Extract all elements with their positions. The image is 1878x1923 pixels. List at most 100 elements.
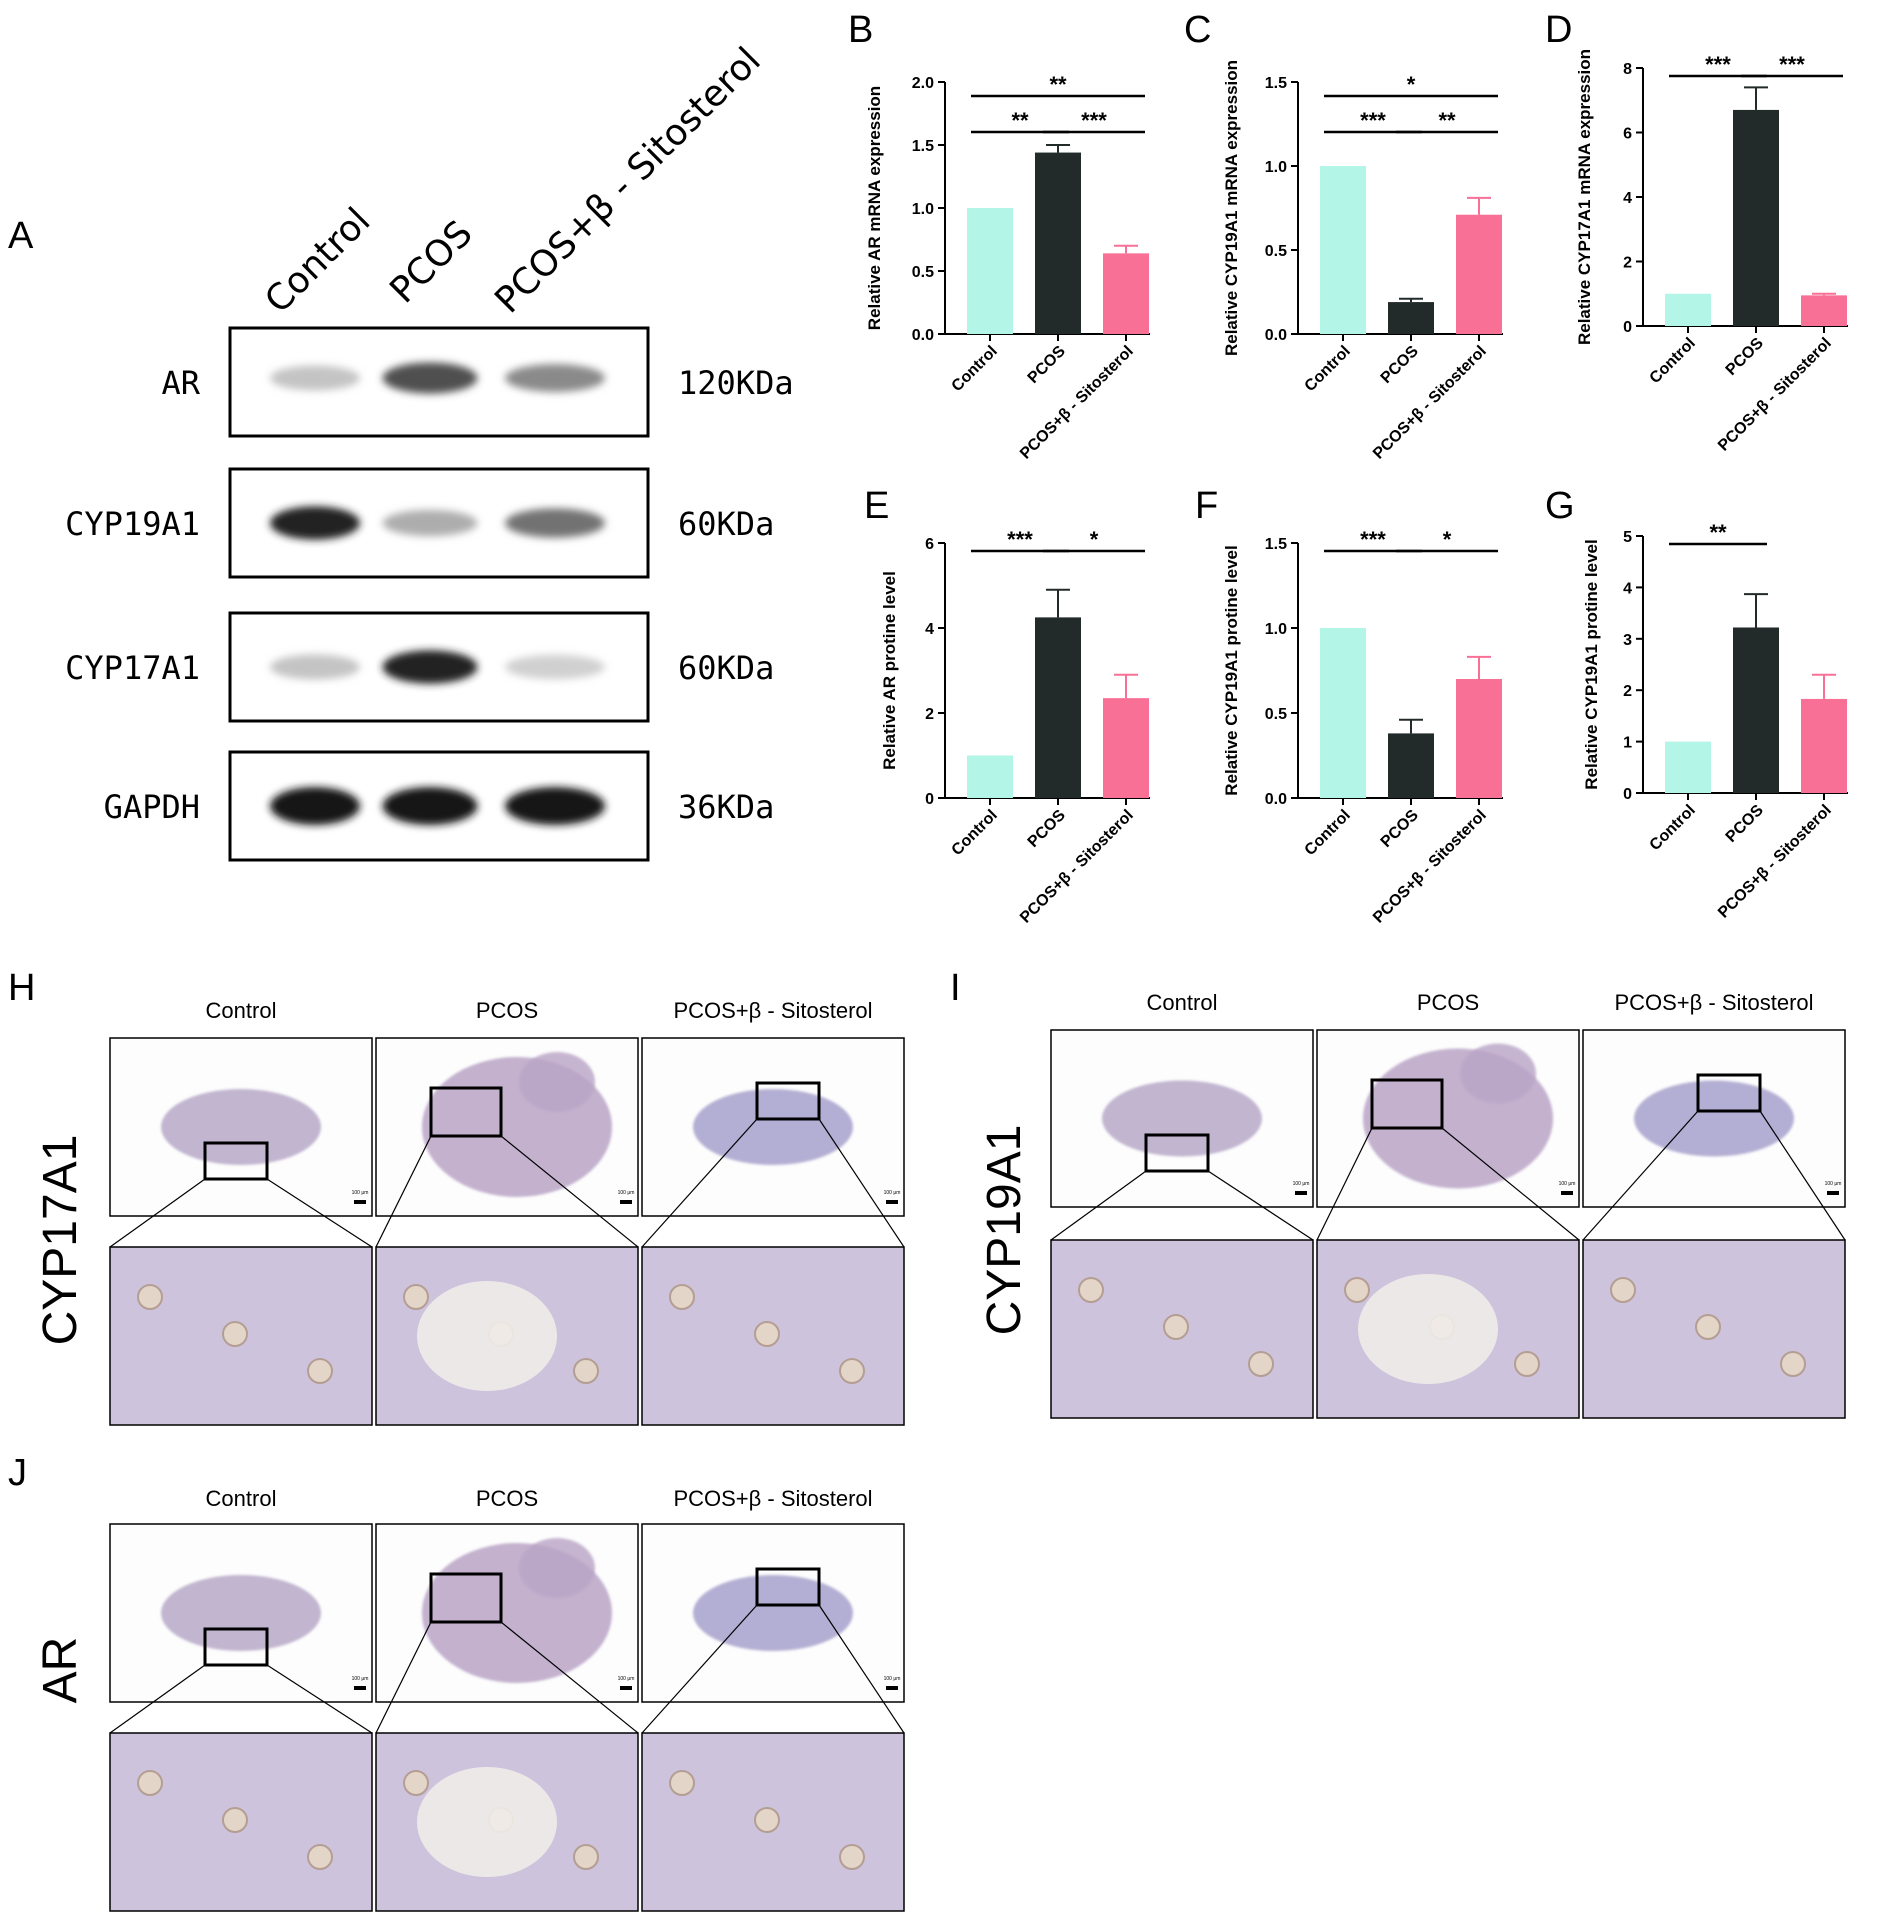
wb-band [505, 654, 605, 680]
ihc-group-label: PCOS+β - Sitosterol [1614, 990, 1813, 1015]
scale-bar [620, 1200, 632, 1204]
ihc-tissue-section [693, 1575, 853, 1651]
bar-pcos-sitosterol [1103, 253, 1149, 334]
y-axis-label: Relative CYP19A1 mRNA expression [1222, 60, 1241, 356]
ihc-j: AR Control 100 μm PCOS 100 μm PCOS+β - Sitost… [34, 1486, 905, 1912]
follicle [137, 1770, 163, 1796]
x-tick-label: PCOS+β - Sitosterol [1370, 807, 1490, 927]
x-tick-label: Control [1647, 335, 1699, 387]
wb-band [382, 650, 478, 684]
wb-protein-label: GAPDH [104, 788, 200, 826]
follicle [573, 1844, 599, 1870]
scale-bar [354, 1200, 366, 1204]
x-tick-label: PCOS+β - Sitosterol [1715, 802, 1835, 922]
x-tick-label: PCOS [1723, 335, 1767, 379]
follicle [222, 1807, 248, 1833]
scale-bar-label: 100 μm [884, 1676, 901, 1682]
y-tick-label: 1.0 [1265, 621, 1287, 638]
significance-label: *** [1360, 108, 1386, 133]
panel-label-e: E [864, 485, 889, 527]
zoom-line [109, 1178, 206, 1248]
ihc-tissue-section [519, 1052, 595, 1112]
follicle [1248, 1351, 1274, 1377]
y-tick-label: 6 [925, 536, 934, 553]
scale-bar-label: 100 μm [618, 1676, 635, 1682]
scale-bar [886, 1686, 898, 1690]
follicle-cavity [417, 1281, 557, 1391]
x-tick-label: PCOS [1378, 343, 1422, 387]
significance-label: *** [1081, 108, 1107, 133]
y-tick-label: 0 [1623, 786, 1632, 803]
wb-lane-label-control: Control [257, 200, 378, 321]
ihc-roi-box [203, 1627, 269, 1667]
zoom-line [109, 1664, 206, 1734]
y-tick-label: 1.0 [1265, 159, 1287, 176]
y-tick-label: 1.0 [912, 201, 934, 218]
y-tick-label: 2 [1623, 255, 1632, 272]
bar-pcos-sitosterol [1456, 679, 1502, 798]
x-tick-label: PCOS+β - Sitosterol [1715, 335, 1835, 455]
y-axis-label: Relative CYP19A1 protine level [1222, 545, 1241, 795]
wb-band [270, 365, 360, 391]
bar-control [1665, 293, 1711, 326]
panel-label-i: I [950, 967, 961, 1009]
follicle [669, 1284, 695, 1310]
panel-label-c: C [1184, 9, 1211, 51]
y-tick-label: 8 [1623, 61, 1632, 78]
y-tick-label: 4 [1623, 190, 1632, 207]
follicle [669, 1770, 695, 1796]
y-tick-label: 0.0 [912, 327, 934, 344]
x-tick-label: PCOS [1025, 343, 1069, 387]
y-tick-label: 1.5 [1265, 75, 1287, 92]
x-tick-label: PCOS [1378, 807, 1422, 851]
ihc-tissue-section [519, 1538, 595, 1598]
scale-bar-label: 100 μm [1293, 1181, 1310, 1187]
panel-label-g: G [1545, 485, 1575, 527]
chart-e: 0 2 4 6 Relative AR protine level Control PCOS… [880, 527, 1150, 927]
x-tick-label: PCOS+β - Sitosterol [1017, 807, 1137, 927]
wb-band [382, 362, 478, 394]
x-tick-label: Control [1302, 807, 1354, 859]
ihc-magnified-image [109, 1732, 373, 1912]
zoom-line [641, 1118, 758, 1248]
wb-band [382, 787, 478, 825]
bar-control [967, 208, 1013, 334]
scale-bar-label: 100 μm [618, 1190, 635, 1196]
ihc-tissue-section [1102, 1080, 1262, 1157]
y-axis-label: Relative AR mRNA expression [865, 86, 884, 330]
y-tick-label: 1.5 [912, 138, 934, 155]
ihc-marker-label: AR [34, 1637, 87, 1704]
follicle [573, 1358, 599, 1384]
ihc-marker-label: CYP17A1 [34, 1135, 87, 1346]
ihc-tissue-section [693, 1089, 853, 1165]
zoom-line [1759, 1110, 1846, 1241]
y-tick-label: 0.5 [1265, 243, 1287, 260]
bar-pcos-sitosterol [1801, 295, 1847, 326]
y-tick-label: 4 [1623, 580, 1632, 597]
ihc-roi-box [429, 1086, 503, 1138]
wb-band [382, 509, 478, 537]
significance-label: * [1407, 72, 1416, 97]
follicle [137, 1284, 163, 1310]
y-tick-label: 1.5 [1265, 536, 1287, 553]
bar-pcos-sitosterol [1801, 698, 1847, 793]
wb-lane-label-treatment: PCOS+β - Sitosterol [487, 40, 769, 322]
panel-label-h: H [8, 967, 35, 1009]
zoom-line [818, 1604, 905, 1734]
ihc-group-label: PCOS [476, 998, 538, 1023]
significance-label: * [1443, 527, 1452, 552]
bar-charts: 0.0 0.5 1.0 1.5 2.0 Relative AR mRNA expressi… [865, 49, 1848, 927]
bar-pcos-sitosterol [1103, 698, 1149, 798]
ihc-tissue-section [1634, 1080, 1794, 1157]
ihc-roi-box [429, 1572, 503, 1624]
follicle [1344, 1277, 1370, 1303]
y-tick-label: 5 [1623, 529, 1632, 546]
y-tick-label: 0.0 [1265, 327, 1287, 344]
y-tick-label: 1 [1623, 735, 1632, 752]
scale-bar [1295, 1191, 1307, 1195]
ihc-roi-box [1144, 1133, 1210, 1173]
wb-band [270, 506, 360, 540]
significance-label: ** [1709, 520, 1727, 545]
bar-control [1665, 741, 1711, 793]
